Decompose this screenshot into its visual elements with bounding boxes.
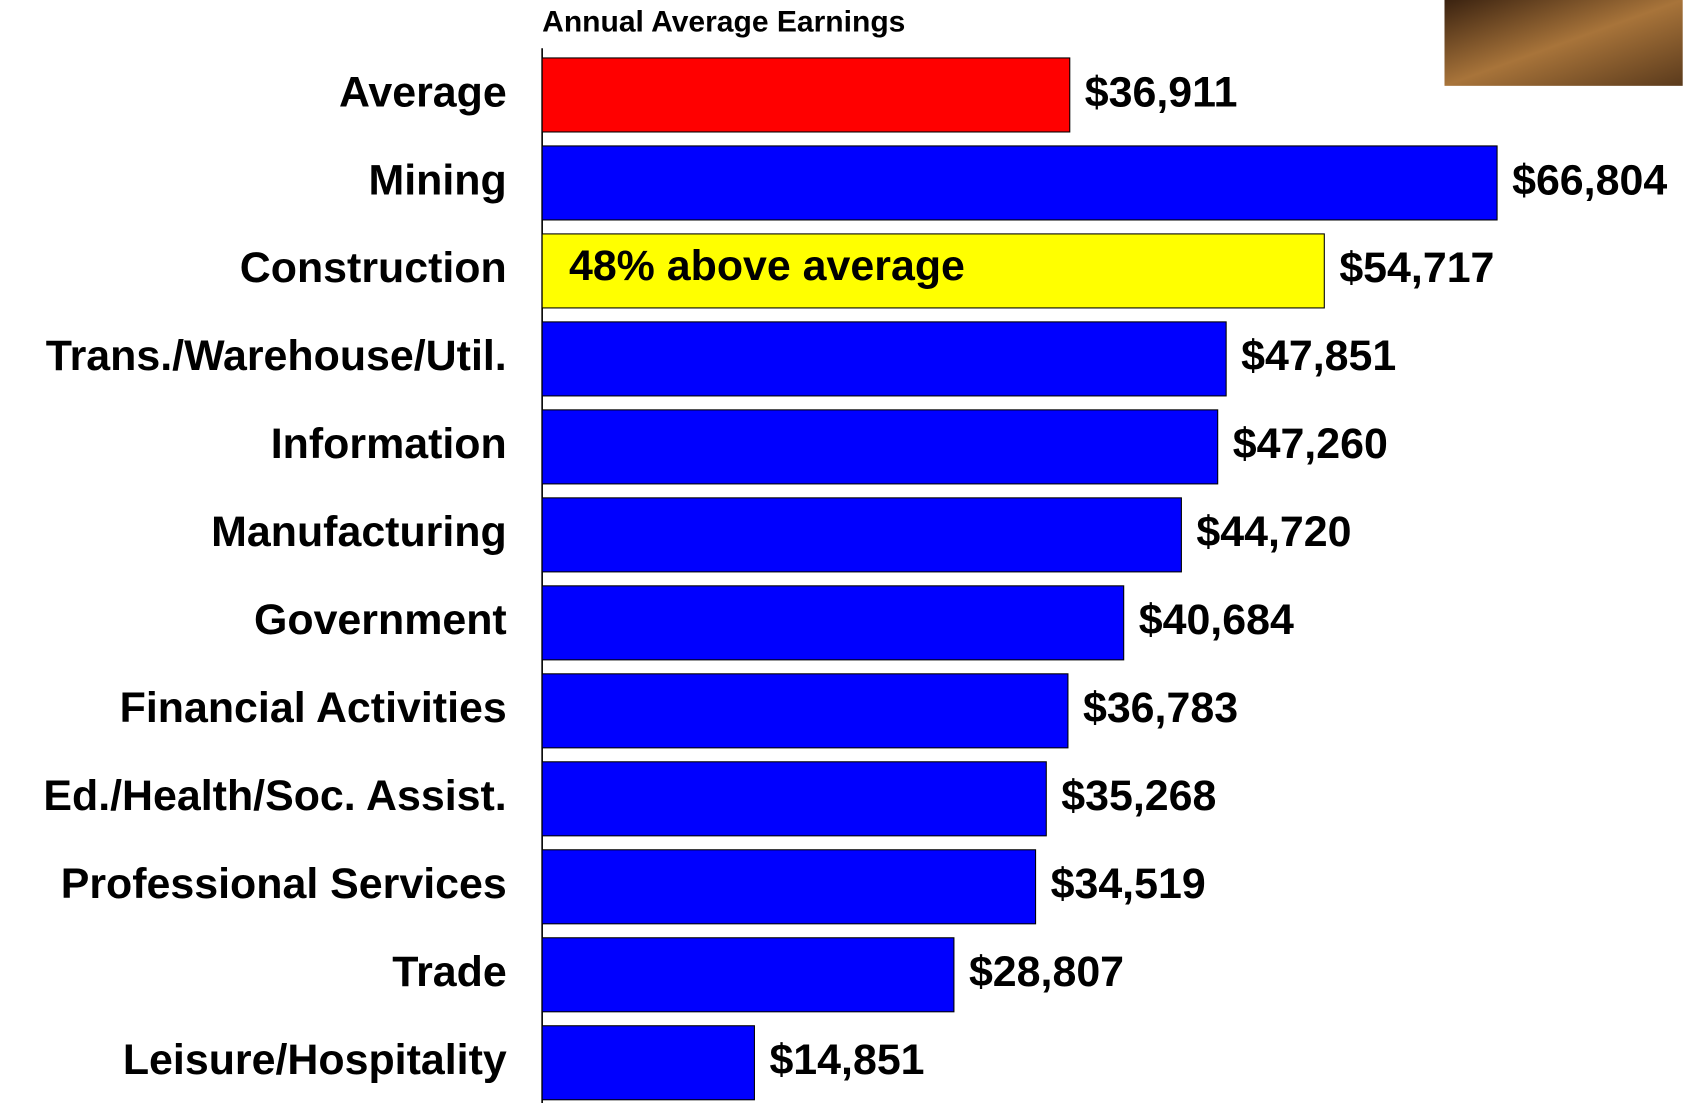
bar [541,585,1125,661]
category-label: Professional Services [61,860,507,908]
category-label: Mining [369,156,507,204]
value-label: $34,519 [1051,860,1206,908]
category-label: Trans./Warehouse/Util. [46,332,507,380]
bar [541,849,1037,925]
value-label: $54,717 [1339,244,1494,292]
value-label: $36,911 [1085,68,1238,116]
value-label: $36,783 [1083,684,1238,732]
bar [541,761,1047,837]
category-label: Information [271,420,507,468]
photo [1444,0,1683,86]
bar [541,1025,755,1101]
chart-title: Annual Average Earnings [542,6,905,39]
category-label: Construction [240,244,507,292]
value-label: $35,268 [1061,772,1216,820]
bar [541,233,1325,309]
value-label: $47,851 [1241,332,1396,380]
value-label: $40,684 [1139,596,1294,644]
category-label: Leisure/Hospitality [123,1036,507,1084]
category-label: Manufacturing [211,508,507,556]
value-label: $28,807 [969,948,1124,996]
value-label: $66,804 [1512,156,1667,204]
category-label: Trade [392,948,506,996]
category-label: Ed./Health/Soc. Assist. [43,772,506,820]
bar [541,937,955,1013]
annotation: 48% above average [569,242,965,290]
value-label: $44,720 [1196,508,1351,556]
bar [541,497,1182,573]
category-label: Financial Activities [120,684,507,732]
value-label: $47,260 [1233,420,1388,468]
bar [541,321,1227,397]
value-label: $14,851 [769,1036,924,1084]
bar [541,673,1069,749]
bar [541,145,1498,221]
category-label: Average [339,68,507,116]
bar [541,57,1071,133]
bar [541,409,1219,485]
category-label: Government [254,596,507,644]
